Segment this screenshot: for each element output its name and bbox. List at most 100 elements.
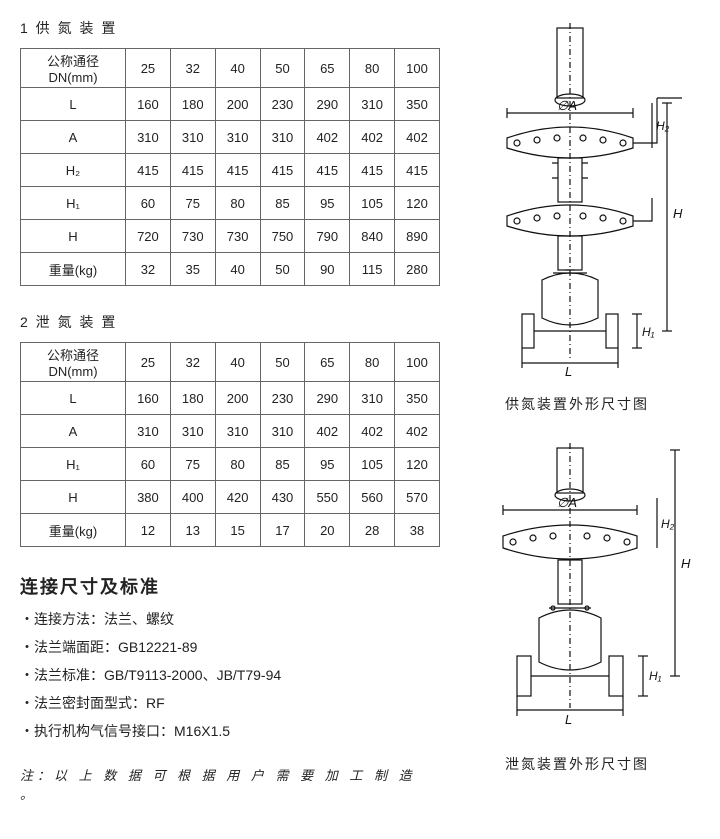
diagram2-caption: 泄氮装置外形尺寸图	[505, 754, 649, 774]
cell: 402	[305, 121, 350, 154]
row-label: 重量(kg)	[21, 253, 126, 286]
row-label: H₁	[21, 448, 126, 481]
col: 65	[305, 343, 350, 382]
cell: 180	[170, 88, 215, 121]
standard-line: ・连接方法：法兰、螺纹	[20, 609, 440, 629]
footnote: 注：以 上 数 据 可 根 据 用 户 需 要 加 工 制 造 。	[20, 765, 440, 803]
cell: 12	[126, 514, 171, 547]
standards-title: 连接尺寸及标准	[20, 573, 440, 599]
svg-text:H₁: H₁	[642, 325, 655, 339]
standard-line: ・法兰端面距：GB12221-89	[20, 637, 440, 657]
cell: 15	[215, 514, 260, 547]
col: 100	[395, 343, 440, 382]
table1-header-label: 公称通径DN(mm)	[21, 49, 126, 88]
cell: 310	[350, 88, 395, 121]
cell: 40	[215, 253, 260, 286]
svg-text:H: H	[673, 206, 683, 221]
cell: 415	[170, 154, 215, 187]
col: 40	[215, 343, 260, 382]
cell: 310	[215, 121, 260, 154]
cell: 200	[215, 88, 260, 121]
cell: 290	[305, 88, 350, 121]
cell: 230	[260, 88, 305, 121]
cell: 310	[126, 121, 171, 154]
cell: 280	[395, 253, 440, 286]
svg-text:∅A: ∅A	[557, 495, 577, 510]
cell: 415	[395, 154, 440, 187]
table-row: 重量(kg)3235405090115280	[21, 253, 440, 286]
cell: 75	[170, 187, 215, 220]
cell: 402	[350, 415, 395, 448]
cell: 105	[350, 187, 395, 220]
cell: 60	[126, 448, 171, 481]
cell: 17	[260, 514, 305, 547]
cell: 105	[350, 448, 395, 481]
cell: 32	[126, 253, 171, 286]
cell: 350	[395, 88, 440, 121]
cell: 85	[260, 187, 305, 220]
cell: 550	[305, 481, 350, 514]
cell: 80	[215, 448, 260, 481]
cell: 310	[126, 415, 171, 448]
cell: 415	[260, 154, 305, 187]
row-label: L	[21, 382, 126, 415]
cell: 90	[305, 253, 350, 286]
table-row: H₁6075808595105120	[21, 448, 440, 481]
row-label: H₂	[21, 154, 126, 187]
cell: 720	[126, 220, 171, 253]
cell: 402	[305, 415, 350, 448]
cell: 230	[260, 382, 305, 415]
col: 65	[305, 49, 350, 88]
cell: 310	[215, 415, 260, 448]
table1-title: 1 供 氮 装 置	[20, 18, 440, 38]
cell: 310	[170, 415, 215, 448]
cell: 95	[305, 448, 350, 481]
cell: 310	[260, 415, 305, 448]
cell: 840	[350, 220, 395, 253]
cell: 95	[305, 187, 350, 220]
col: 32	[170, 343, 215, 382]
col: 80	[350, 343, 395, 382]
cell: 120	[395, 448, 440, 481]
cell: 60	[126, 187, 171, 220]
cell: 35	[170, 253, 215, 286]
table2-title: 2 泄 氮 装 置	[20, 312, 440, 332]
cell: 570	[395, 481, 440, 514]
row-label: A	[21, 415, 126, 448]
cell: 560	[350, 481, 395, 514]
cell: 80	[215, 187, 260, 220]
row-label: H	[21, 481, 126, 514]
cell: 115	[350, 253, 395, 286]
row-label: H₁	[21, 187, 126, 220]
cell: 350	[395, 382, 440, 415]
col: 100	[395, 49, 440, 88]
table-row: A310310310310402402402	[21, 121, 440, 154]
row-label: L	[21, 88, 126, 121]
col: 32	[170, 49, 215, 88]
svg-text:H₁: H₁	[649, 669, 662, 683]
cell: 310	[170, 121, 215, 154]
table-row: H380400420430550560570	[21, 481, 440, 514]
cell: 20	[305, 514, 350, 547]
row-label: 重量(kg)	[21, 514, 126, 547]
table-row: 公称通径 DN(mm) 25 32 40 50 65 80 100	[21, 343, 440, 382]
cell: 160	[126, 88, 171, 121]
table-row: H₁6075808595105120	[21, 187, 440, 220]
cell: 310	[350, 382, 395, 415]
table1: 公称通径DN(mm) 25 32 40 50 65 80 100 L160180…	[20, 48, 440, 286]
table-row: A310310310310402402402	[21, 415, 440, 448]
cell: 85	[260, 448, 305, 481]
cell: 730	[170, 220, 215, 253]
col: 25	[126, 49, 171, 88]
cell: 420	[215, 481, 260, 514]
cell: 380	[126, 481, 171, 514]
cell: 290	[305, 382, 350, 415]
cell: 415	[305, 154, 350, 187]
table-row: H720730730750790840890	[21, 220, 440, 253]
standard-line: ・法兰标准：GB/T9113-2000、JB/T79-94	[20, 665, 440, 685]
cell: 402	[350, 121, 395, 154]
cell: 120	[395, 187, 440, 220]
table-row: H₂415415415415415415415	[21, 154, 440, 187]
col: 50	[260, 343, 305, 382]
table2-header-label: 公称通径 DN(mm)	[21, 343, 126, 382]
